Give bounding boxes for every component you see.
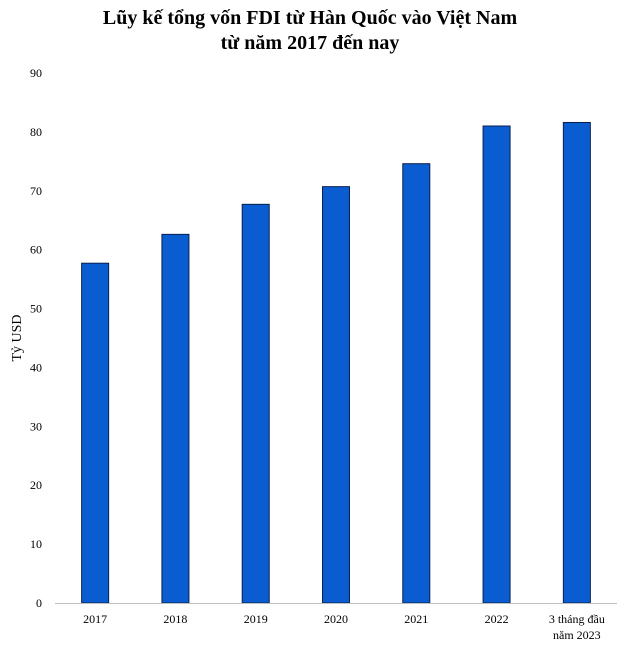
bar xyxy=(161,233,190,604)
y-axis-title: Tỷ USD xyxy=(10,314,25,361)
bar xyxy=(562,121,591,604)
x-tick-label: 2021 xyxy=(404,612,428,626)
y-tick-label: 40 xyxy=(30,360,42,374)
x-axis-ticks: 2017 2018 2019 2020 2021 2022 3 tháng đầu năm 2… xyxy=(83,612,605,642)
chart-title-line-1: Lũy kế tổng vốn FDI từ Hàn Quốc vào Việt… xyxy=(103,7,518,29)
y-tick-label: 20 xyxy=(30,478,42,492)
x-tick-label: 2017 xyxy=(83,612,107,626)
y-tick-label: 80 xyxy=(30,125,42,139)
chart-title-line-2: từ năm 2017 đến nay xyxy=(221,32,400,54)
x-tick-label: 2020 xyxy=(324,612,348,626)
y-tick-label: 50 xyxy=(30,302,42,316)
y-tick-label: 10 xyxy=(30,537,42,551)
y-tick-label: 90 xyxy=(30,66,42,80)
y-tick-label: 0 xyxy=(36,596,42,610)
bar xyxy=(402,163,431,604)
bar xyxy=(482,125,511,604)
bar xyxy=(322,186,350,604)
bar xyxy=(81,262,110,604)
y-tick-label: 60 xyxy=(30,243,42,257)
y-tick-label: 70 xyxy=(30,184,42,198)
y-tick-label: 30 xyxy=(30,419,42,433)
bar xyxy=(241,203,270,604)
x-tick-label: 3 tháng đầu xyxy=(549,612,605,626)
x-tick-label: 2018 xyxy=(163,612,187,626)
y-axis-ticks: 0 10 20 30 40 50 60 70 80 90 xyxy=(30,66,42,610)
x-tick-label: 2022 xyxy=(485,612,509,626)
x-tick-label: năm 2023 xyxy=(553,628,601,642)
x-tick-label: 2019 xyxy=(244,612,268,626)
bars xyxy=(81,121,591,604)
